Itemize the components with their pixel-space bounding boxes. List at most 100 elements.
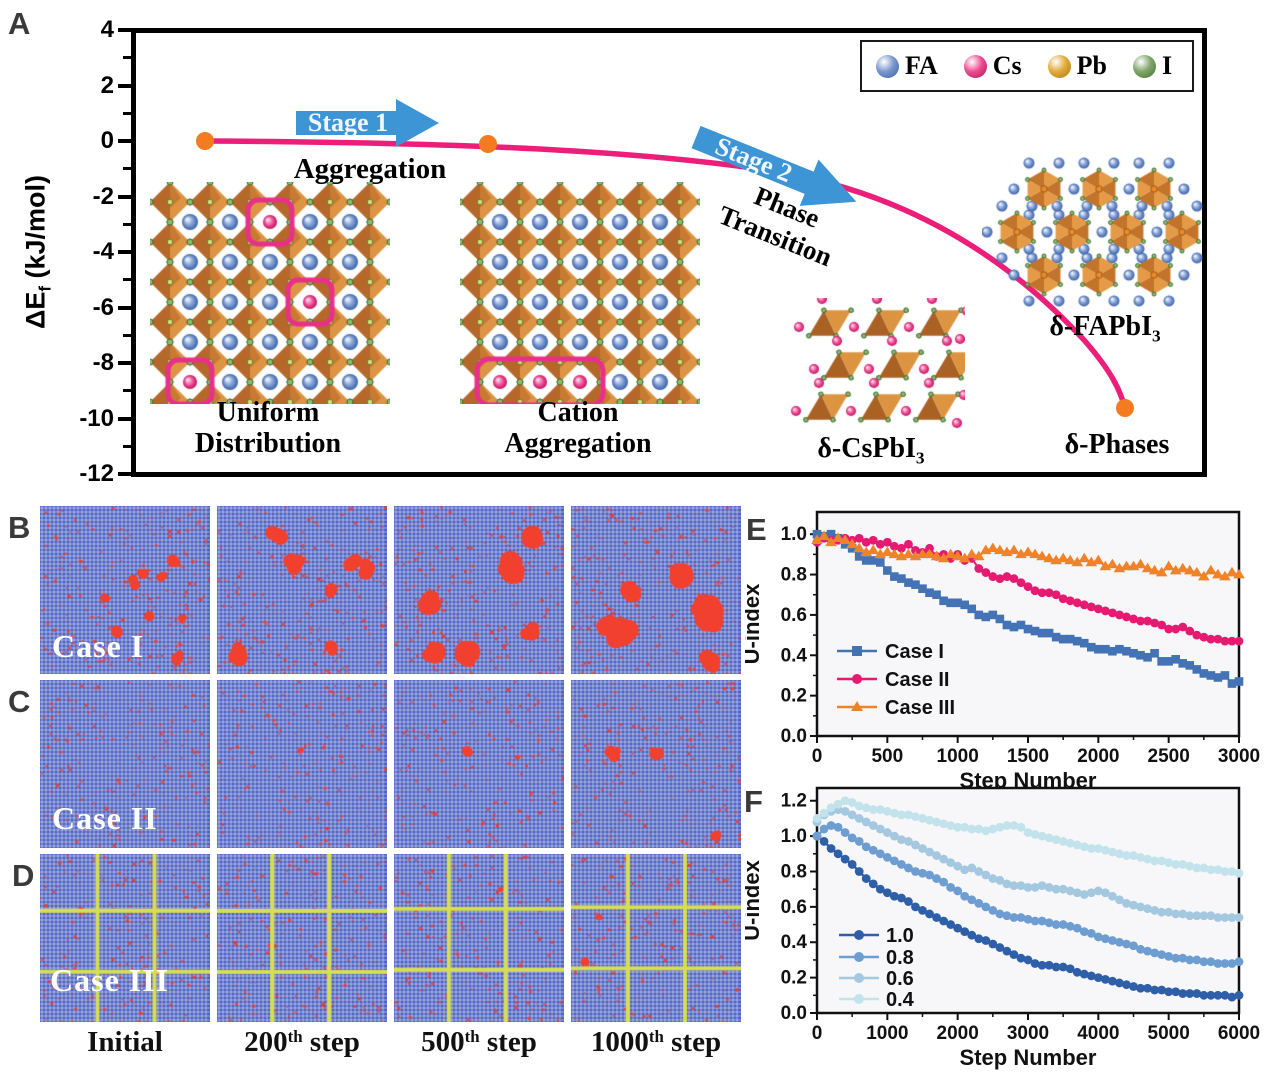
series-marker: [854, 814, 864, 823]
series-marker: [1008, 544, 1020, 555]
series-marker: [1164, 624, 1174, 634]
series-marker: [1115, 610, 1124, 620]
series-marker: [854, 867, 864, 876]
series-marker: [1136, 650, 1145, 660]
series-marker: [1037, 960, 1047, 970]
series-marker: [1108, 608, 1117, 618]
x-tick-label: 2000: [937, 1023, 979, 1044]
series-marker: [847, 798, 857, 807]
series-marker: [1206, 990, 1216, 1000]
series-marker: [853, 542, 865, 553]
caption-word: step: [663, 1026, 722, 1058]
series-marker: [861, 842, 871, 852]
series-marker: [1206, 911, 1216, 921]
delta-cspbi3-structure: [790, 298, 965, 433]
legend-label: 0.6: [886, 968, 914, 990]
series-marker: [1044, 960, 1054, 970]
y-major-tick: [118, 416, 132, 421]
series-marker: [1183, 564, 1196, 575]
series-marker: [1108, 976, 1117, 986]
series-marker: [911, 840, 920, 850]
series-marker: [890, 572, 899, 581]
series-marker: [1233, 568, 1245, 579]
series-marker: [1057, 552, 1069, 563]
series-marker: [1051, 884, 1061, 894]
series-marker: [1030, 586, 1040, 596]
series-marker: [960, 822, 970, 832]
series-marker: [925, 543, 934, 553]
y-tick-label: -8: [92, 349, 114, 376]
series-marker: [974, 824, 984, 834]
series-marker: [1157, 620, 1167, 630]
series-marker: [1176, 562, 1189, 573]
series-marker: [1185, 861, 1195, 871]
x-tick-label: 0: [812, 1023, 823, 1044]
series-marker: [1192, 989, 1202, 998]
series-marker: [1086, 929, 1096, 938]
y-tick-label: 0.0: [781, 1003, 807, 1024]
series-marker: [1023, 828, 1033, 837]
series-marker: [861, 803, 871, 813]
series-marker: [932, 590, 941, 600]
series-marker: [995, 822, 1005, 832]
uniform-distribution-label: Uniform Distribution: [195, 397, 341, 460]
simulation-tile-B-2: [217, 506, 387, 674]
series-marker: [1185, 626, 1195, 636]
series-marker: [819, 808, 829, 818]
series-marker: [1051, 835, 1061, 845]
series-marker: [875, 805, 885, 814]
y-tick-label: 0.2: [781, 968, 807, 989]
step-caption-initial: Initial: [40, 1026, 210, 1059]
series-marker: [1101, 644, 1110, 654]
series-marker: [953, 598, 962, 608]
series-marker: [972, 550, 985, 561]
series-marker: [1115, 849, 1124, 859]
series-marker: [1051, 920, 1061, 929]
series-marker: [967, 895, 977, 905]
series-marker: [867, 544, 880, 555]
series-marker: [1157, 907, 1167, 917]
panel-label-c: C: [8, 684, 31, 719]
series-marker: [889, 856, 899, 866]
series-marker: [1016, 953, 1026, 963]
series-marker: [1023, 582, 1033, 592]
series-marker: [1227, 636, 1237, 646]
series-marker: [1220, 867, 1230, 876]
series-marker: [1178, 909, 1188, 919]
series-marker: [953, 861, 963, 871]
legend-label: Case I: [885, 641, 944, 663]
plot-frame: [815, 786, 1241, 1015]
series-marker: [1030, 626, 1040, 636]
series-marker: [988, 824, 998, 834]
series-marker: [1234, 990, 1244, 1000]
series-marker: [946, 883, 956, 892]
series-marker: [1171, 860, 1181, 869]
series-marker: [875, 824, 885, 834]
series-marker: [854, 973, 864, 983]
series-marker: [1143, 904, 1152, 914]
series-marker: [1009, 913, 1019, 922]
label-line: Uniform: [216, 397, 320, 428]
series-marker: [1079, 638, 1089, 648]
series-marker: [1072, 923, 1082, 933]
series-marker: [1002, 572, 1012, 581]
series-marker: [967, 930, 977, 940]
series-marker: [1164, 657, 1173, 666]
series-marker: [826, 844, 836, 853]
series-marker: [847, 544, 857, 553]
series-marker: [839, 534, 851, 545]
series-marker: [944, 548, 957, 559]
series-marker: [1016, 620, 1026, 630]
cation-aggregation-label: Cation Aggregation: [504, 397, 651, 460]
series-marker: [995, 875, 1005, 885]
y-major-tick: [118, 83, 132, 88]
y-minor-tick: [123, 56, 132, 60]
legend-label: 1.0: [886, 925, 914, 947]
series-marker: [1227, 913, 1237, 922]
series-marker: [918, 906, 927, 915]
series-marker: [925, 815, 934, 825]
series-marker: [826, 821, 836, 830]
label-line: Aggregation: [504, 428, 652, 460]
series-marker: [1079, 842, 1089, 852]
